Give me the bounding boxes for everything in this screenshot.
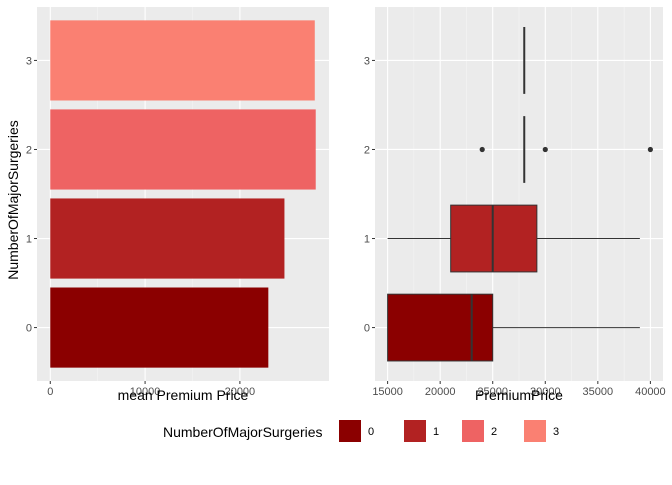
x-tick-label: 40000 — [635, 386, 666, 398]
right-x-axis-title: PremiumPrice — [475, 387, 563, 403]
y-tick-label: 2 — [364, 144, 370, 156]
legend-label-3: 3 — [553, 426, 559, 438]
box-1 — [387, 204, 640, 273]
legend-label-0: 0 — [368, 426, 374, 438]
y-tick-label: 0 — [26, 323, 32, 335]
x-tick-label: 20000 — [425, 386, 456, 398]
box-2 — [479, 116, 653, 183]
legend-label-2: 2 — [491, 426, 497, 438]
legend-label-1: 1 — [433, 426, 439, 438]
box-0 — [387, 293, 640, 362]
bar-0 — [50, 287, 269, 368]
outlier-point — [479, 146, 485, 153]
legend-key-2 — [462, 420, 484, 442]
y-tick-label: 3 — [364, 55, 370, 67]
left-panel-bar-chart: 0 10000 20000 0 1 2 3 — [26, 7, 329, 398]
box-rect — [387, 293, 494, 362]
outlier-point — [647, 146, 653, 153]
legend-key-3 — [524, 420, 546, 442]
bar-2 — [50, 109, 316, 190]
legend: NumberOfMajorSurgeries 0 1 2 3 — [163, 420, 559, 442]
y-tick-label: 1 — [26, 234, 32, 246]
x-tick-label: 35000 — [583, 386, 614, 398]
y-tick-label: 1 — [364, 234, 370, 246]
y-tick-label: 0 — [364, 323, 370, 335]
x-tick-label: 15000 — [372, 386, 403, 398]
bar-3 — [50, 20, 315, 101]
box-rect — [450, 204, 538, 273]
x-tick-label: 10000 — [130, 386, 161, 398]
legend-key-1 — [404, 420, 426, 442]
x-tick-label: 20000 — [225, 386, 256, 398]
y-tick-label: 2 — [26, 144, 32, 156]
right-panel-box-plot: 15000 20000 25000 30000 35000 40000 0 1 2 3 — [364, 7, 666, 398]
x-tick-label: 25000 — [477, 386, 508, 398]
bar-1 — [50, 198, 285, 279]
y-axis-title: NumberOfMajorSurgeries — [5, 120, 21, 280]
x-tick-label: 30000 — [530, 386, 561, 398]
outlier-point — [542, 146, 548, 153]
y-tick-label: 3 — [26, 55, 32, 67]
x-tick-label: 0 — [47, 386, 53, 398]
legend-title: NumberOfMajorSurgeries — [163, 424, 323, 440]
left-x-axis-title: mean Premium Price — [118, 387, 249, 403]
legend-key-0 — [339, 420, 361, 442]
